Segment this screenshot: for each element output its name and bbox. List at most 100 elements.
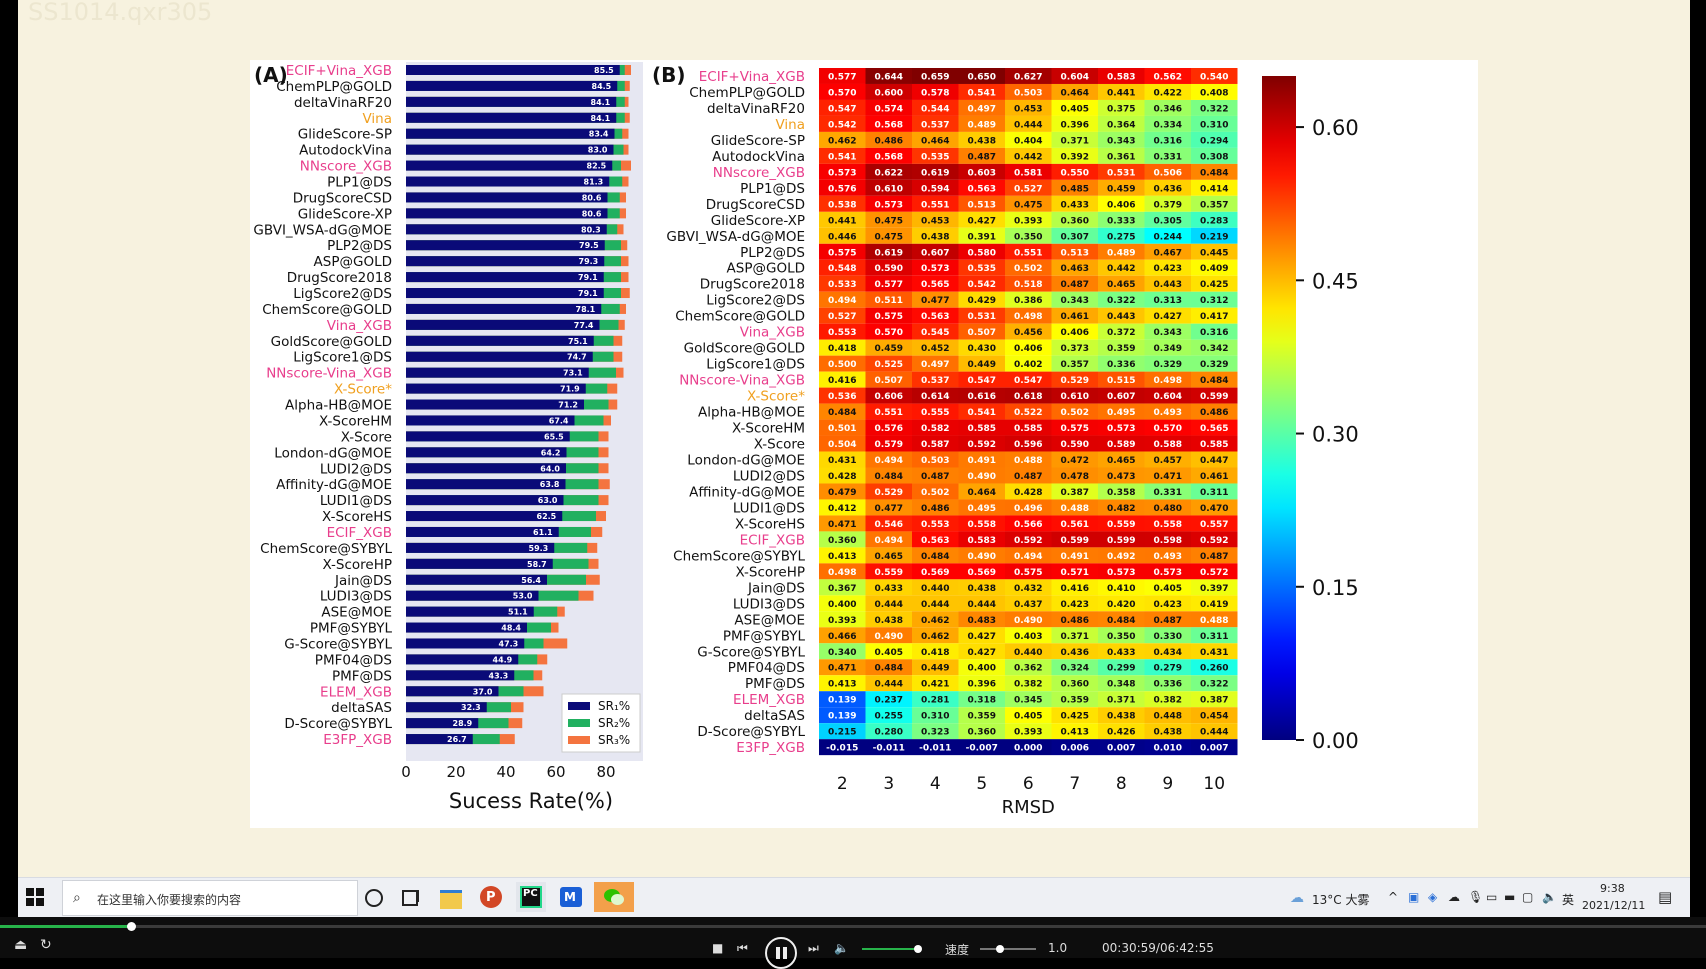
notification-icon[interactable]: ▤ (1658, 888, 1673, 906)
volume-knob[interactable] (914, 945, 922, 953)
bar-data-label: 79.1 (578, 273, 598, 282)
eject-icon[interactable]: ⏏ (14, 937, 28, 953)
heatmap-cell-value: 0.569 (968, 568, 996, 578)
next-icon[interactable]: ⏭ (808, 941, 819, 955)
tray-display-icon[interactable]: ▭ (1486, 890, 1498, 904)
tray-cloud-icon[interactable]: ☁ (1448, 890, 1460, 904)
legend-swatch (568, 719, 590, 727)
heatmap-cell (1191, 403, 1238, 420)
heatmap-cell-value: 0.575 (1014, 568, 1042, 578)
wechat-icon[interactable] (594, 882, 634, 912)
heatmap-cell-value: 0.464 (921, 136, 949, 146)
heatmap-cell (1005, 723, 1052, 740)
heatmap-cell-value: 0.444 (921, 600, 949, 610)
loop-icon[interactable]: ↻ (40, 937, 52, 953)
ime-indicator[interactable]: 英 (1562, 893, 1575, 907)
heatmap-cell-value: 0.310 (1200, 120, 1228, 130)
legend-entry: SR₂% (598, 716, 630, 730)
powerpoint-icon[interactable]: P (476, 882, 506, 912)
heatmap-cell-value: 0.316 (1154, 136, 1182, 146)
tray-volume-icon[interactable]: 🔈 (1542, 890, 1557, 904)
previous-icon[interactable]: ⏮ (737, 941, 748, 955)
system-tray: ☁ 13°C 大雾 ^ ▣ ◈ ☁ 🎙 ▭ ▬ ▢ 🔈 英 9:38 2021/… (1270, 878, 1690, 918)
meeting-icon[interactable]: M (556, 882, 586, 912)
bar-data-label: 47.3 (499, 639, 519, 648)
heatmap-cell-value: 0.518 (1014, 280, 1042, 290)
heatmap-cell (958, 131, 1005, 148)
bar-data-label: 83.4 (589, 130, 609, 139)
heatmap-cell-value: 0.342 (1200, 344, 1228, 354)
heatmap-row-label: DrugScore2018 (700, 277, 805, 293)
tray-shield-icon[interactable]: ◈ (1428, 890, 1438, 904)
heatmap-cell (1144, 147, 1191, 164)
volume-slider[interactable] (862, 948, 918, 950)
playback-progress-bar[interactable] (0, 922, 1706, 931)
heatmap-cell (1005, 675, 1052, 692)
windows-start-icon[interactable] (26, 888, 44, 906)
heatmap-cell (1191, 83, 1238, 100)
heatmap-cell (1005, 595, 1052, 612)
clock-date[interactable]: 2021/12/11 (1582, 899, 1646, 912)
heatmap-cell-value: 0.349 (1154, 344, 1182, 354)
taskbar-search-box[interactable]: ⌕ 在这里输入你要搜索的内容 (62, 880, 358, 916)
heatmap-cell-value: 0.592 (968, 440, 996, 450)
speed-knob[interactable] (996, 945, 1004, 953)
heatmap-cell-value: 0.237 (875, 696, 903, 706)
speed-slider[interactable] (980, 948, 1036, 950)
tray-battery-icon[interactable]: ▬ (1504, 890, 1516, 904)
pycharm-icon[interactable]: PC (516, 882, 546, 912)
heatmap-cell-value: 0.443 (1107, 312, 1135, 322)
playback-progress-knob[interactable] (127, 922, 137, 931)
bar-data-label: 53.0 (513, 592, 533, 601)
heatmap-cell (958, 291, 1005, 308)
heatmap-cell (865, 579, 912, 596)
bar-data-label: 77.4 (574, 321, 594, 330)
heatmap-cell-value: 0.323 (921, 728, 949, 738)
heatmap-cell (865, 115, 912, 132)
heatmap-cell-value: 0.573 (875, 200, 903, 210)
heatmap-cell-value: 0.403 (1014, 632, 1042, 642)
heatmap-cell (1051, 68, 1098, 84)
heatmap-cell (1005, 467, 1052, 484)
heatmap-cell (1191, 467, 1238, 484)
heatmap-cell (865, 355, 912, 372)
heatmap-cell (1144, 547, 1191, 564)
volume-icon[interactable]: 🔈 (834, 941, 849, 955)
heatmap-cell (1144, 739, 1191, 756)
heatmap-cell (1051, 291, 1098, 308)
cortana-icon[interactable] (358, 882, 388, 912)
heatmap-x-tick: 7 (1069, 774, 1080, 794)
heatmap-cell (1144, 595, 1191, 612)
heatmap-cell-value: 0.507 (875, 376, 903, 386)
bar-sr1 (406, 112, 617, 123)
bar-legend: SR₁% SR₂% SR₃% (561, 693, 641, 753)
tray-network-icon[interactable]: ▢ (1522, 890, 1534, 904)
heatmap-cell (1191, 99, 1238, 116)
heatmap-cell-value: 0.423 (1154, 264, 1182, 274)
heatmap-cell-value: 0.565 (1200, 424, 1228, 434)
tray-mic-icon[interactable]: 🎙 (1468, 890, 1484, 904)
heatmap-cell-value: 0.473 (1107, 472, 1135, 482)
task-view-icon[interactable] (396, 882, 426, 912)
heatmap-cell (1051, 499, 1098, 516)
pause-button[interactable] (765, 937, 797, 969)
heatmap-cell-value: 0.443 (1154, 280, 1182, 290)
clock-time[interactable]: 9:38 (1600, 882, 1625, 895)
tray-chevron-icon[interactable]: ^ (1388, 890, 1399, 904)
stop-icon[interactable]: ■ (712, 941, 724, 955)
bar-sr1 (406, 415, 575, 426)
heatmap-cell (958, 579, 1005, 596)
heatmap-cell (1005, 611, 1052, 628)
bar-category-label: LigScore1@DS (293, 350, 392, 366)
heatmap-cell-value: 0.470 (1200, 504, 1228, 514)
heatmap-cell-value: 0.494 (875, 536, 903, 546)
windows-taskbar: ⌕ 在这里输入你要搜索的内容 P PC M ☁ 13°C 大雾 ^ ▣ ◈ ☁ … (18, 877, 1690, 918)
tray-app-icon[interactable]: ▣ (1408, 890, 1420, 904)
heatmap-cell-value: 0.318 (968, 696, 996, 706)
heatmap-cell-value: 0.531 (968, 312, 996, 322)
heatmap-cell-value: 0.427 (968, 632, 996, 642)
heatmap-cell-value: 0.551 (875, 408, 903, 418)
heatmap-cell-value: 0.533 (828, 280, 856, 290)
heatmap-cell (1191, 211, 1238, 228)
file-explorer-icon[interactable] (436, 882, 466, 912)
